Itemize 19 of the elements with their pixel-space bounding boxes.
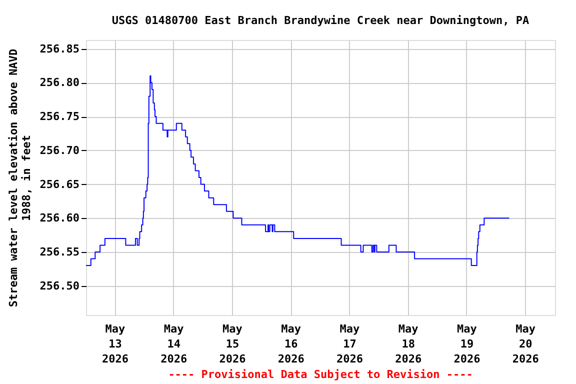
y-tick-label: 256.85: [40, 42, 80, 56]
x-tick-label: May 18 2026: [395, 322, 422, 366]
y-tick-label: 256.80: [40, 76, 80, 90]
x-tick-label: May 17 2026: [336, 322, 364, 366]
x-tick-label: May 14 2026: [160, 322, 188, 366]
chart-title: USGS 01480700 East Branch Brandywine Creek near Downingtown, PA: [112, 14, 530, 27]
y-axis-title: Stream water level elevation above NAVD 1988, in feet: [6, 48, 33, 308]
x-tick-label: May 15 2026: [219, 322, 246, 366]
x-tick-label: May 20 2026: [512, 322, 540, 366]
x-tick-label: May 13 2026: [102, 322, 129, 366]
text: ---- Provisional Data Subject to Revision ----: [168, 368, 473, 381]
y-tick-label: 256.70: [40, 144, 80, 157]
y-tick-label: 256.75: [40, 110, 80, 124]
x-tick-label: May 19 2026: [454, 322, 481, 366]
y-tick-label: 256.65: [40, 178, 80, 191]
y-tick-label: 256.60: [40, 212, 80, 225]
y-tick-label: 256.50: [40, 279, 80, 292]
y-tick-label: 256.55: [40, 246, 80, 259]
x-tick-label: May 16 2026: [278, 322, 305, 366]
